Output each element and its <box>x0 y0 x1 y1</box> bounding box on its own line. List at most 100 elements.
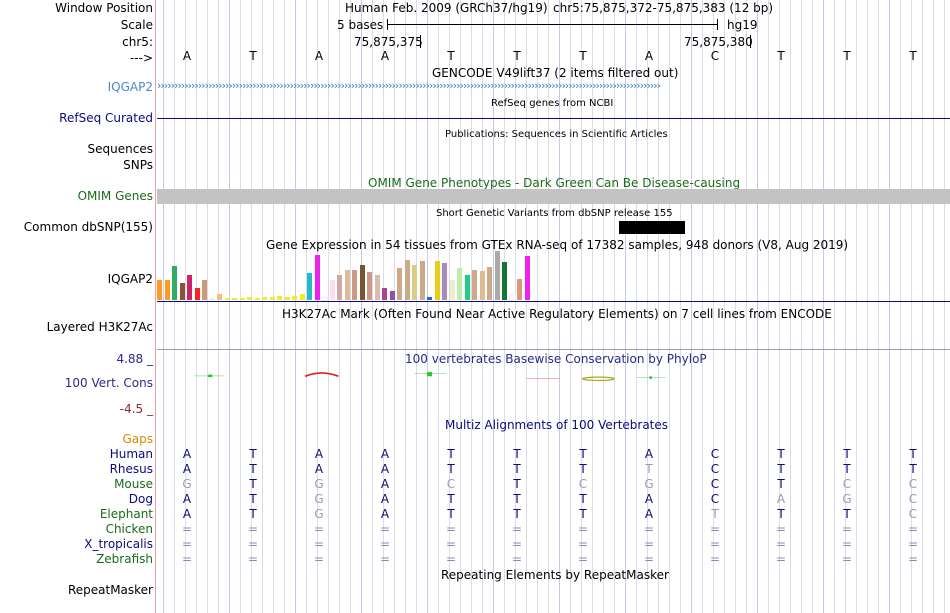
alignment-base: = <box>511 537 523 551</box>
publications-track-label-2[interactable]: SNPs <box>123 158 153 172</box>
gtex-tissue-bar[interactable] <box>412 265 418 300</box>
gtex-tissue-bar[interactable] <box>502 262 508 300</box>
omim-track-title[interactable]: OMIM Gene Phenotypes - Dark Green Can Be… <box>368 176 741 190</box>
gtex-tissue-bar[interactable] <box>405 260 411 300</box>
phylop-max-label: 4.88 _ <box>116 352 153 366</box>
species-label-chicken[interactable]: Chicken <box>105 522 153 536</box>
multiz-track-title[interactable]: Multiz Alignments of 100 Vertebrates <box>445 418 669 432</box>
species-label-dog[interactable]: Dog <box>128 492 153 506</box>
gtex-tissue-bar[interactable] <box>508 294 517 301</box>
arrow-label: ---> <box>129 51 153 65</box>
gtex-tissue-bar[interactable] <box>240 298 246 300</box>
gtex-tissue-bar[interactable] <box>435 261 441 300</box>
h3k27ac-track-title[interactable]: H3K27Ac Mark (Often Found Near Active Re… <box>282 307 832 321</box>
gtex-tissue-bar[interactable] <box>367 272 373 300</box>
gtex-tissue-bar[interactable] <box>450 280 456 300</box>
refseq-transcript-line[interactable] <box>157 118 950 119</box>
gtex-tissue-bar[interactable] <box>352 270 358 300</box>
grid-line <box>944 0 945 613</box>
gtex-tissue-bar[interactable] <box>480 271 486 300</box>
gencode-track-title[interactable]: GENCODE V49lift37 (2 items filtered out) <box>432 66 679 80</box>
dbsnp-track-title[interactable]: Short Genetic Variants from dbSNP releas… <box>436 208 673 219</box>
window-position-label: Window Position <box>55 1 153 15</box>
gtex-expression-bars[interactable] <box>0 0 794 613</box>
gtex-tissue-bar[interactable] <box>517 279 523 300</box>
gtex-tissue-bar[interactable] <box>472 270 478 300</box>
gtex-tissue-bar[interactable] <box>195 288 201 300</box>
grid-line <box>240 0 241 613</box>
species-label-rhesus[interactable]: Rhesus <box>109 462 153 476</box>
gtex-tissue-bar[interactable] <box>225 298 231 300</box>
grid-line <box>185 0 186 613</box>
gtex-tissue-bar[interactable] <box>210 298 216 300</box>
gtex-tissue-bar[interactable] <box>360 265 366 300</box>
gtex-tissue-bar[interactable] <box>390 291 396 300</box>
refseq-track-label[interactable]: RefSeq Curated <box>59 111 153 125</box>
gtex-tissue-bar[interactable] <box>165 280 171 300</box>
repeatmasker-track-title[interactable]: Repeating Elements by RepeatMasker <box>441 568 669 582</box>
gtex-tissue-bar[interactable] <box>247 297 253 300</box>
phylop-track-title[interactable]: 100 vertebrates Basewise Conservation by… <box>405 352 707 366</box>
grid-line <box>537 0 538 613</box>
gtex-tissue-bar[interactable] <box>345 270 351 300</box>
gtex-tissue-bar[interactable] <box>255 298 261 300</box>
repeatmasker-track-label[interactable]: RepeatMasker <box>67 583 153 597</box>
gaps-label[interactable]: Gaps <box>122 432 153 446</box>
gtex-tissue-bar[interactable] <box>202 280 208 300</box>
gtex-tissue-bar[interactable] <box>180 283 186 300</box>
gtex-tissue-bar[interactable] <box>172 266 178 300</box>
alignment-base: T <box>579 492 587 506</box>
gtex-tissue-bar[interactable] <box>262 297 268 300</box>
dbsnp-track-label[interactable]: Common dbSNP(155) <box>23 220 153 234</box>
gencode-transcript-feature[interactable]: ››››››››››››››››››››››››››››››››››››››››… <box>157 79 661 92</box>
publications-track-title[interactable]: Publications: Sequences in Scientific Ar… <box>445 129 668 140</box>
gtex-tissue-bar[interactable] <box>457 268 463 300</box>
grid-line <box>933 0 934 613</box>
gtex-tissue-bar[interactable] <box>375 275 381 300</box>
gtex-tissue-bar[interactable] <box>442 263 448 300</box>
species-label-human[interactable]: Human <box>109 447 153 461</box>
gtex-tissue-bar[interactable] <box>315 255 321 300</box>
gtex-tissue-bar[interactable] <box>157 280 163 300</box>
gtex-tissue-bar[interactable] <box>187 275 193 300</box>
scale-bar <box>387 24 718 25</box>
alignment-base: C <box>710 462 720 476</box>
species-label-mouse[interactable]: Mouse <box>114 477 153 491</box>
gtex-tissue-bar[interactable] <box>270 297 276 300</box>
gtex-tissue-bar[interactable] <box>337 275 343 300</box>
gtex-track-title[interactable]: Gene Expression in 54 tissues from GTEx … <box>266 238 849 252</box>
omim-phenotype-feature[interactable] <box>157 189 950 204</box>
alignment-base: T <box>777 462 785 476</box>
gtex-track-label[interactable]: IQGAP2 <box>107 272 153 286</box>
phylop-track-label[interactable]: 100 Vert. Cons <box>64 376 153 390</box>
grid-line <box>196 0 197 613</box>
gtex-tissue-bar[interactable] <box>495 251 501 300</box>
gtex-tissue-bar[interactable] <box>427 297 433 300</box>
gtex-tissue-bar[interactable] <box>330 280 336 300</box>
species-label-zebrafish[interactable]: Zebrafish <box>96 552 153 566</box>
h3k27ac-baseline <box>157 349 950 350</box>
dbsnp-variant-feature[interactable] <box>619 221 685 234</box>
gtex-tissue-bar[interactable] <box>397 268 403 300</box>
gtex-tissue-bar[interactable] <box>525 256 531 300</box>
gtex-tissue-bar[interactable] <box>285 297 291 300</box>
gtex-tissue-bar[interactable] <box>300 294 306 300</box>
gencode-track-label[interactable]: IQGAP2 <box>107 80 153 94</box>
gtex-tissue-bar[interactable] <box>465 275 471 300</box>
gtex-tissue-bar[interactable] <box>232 298 238 300</box>
publications-track-label-1[interactable]: Sequences <box>87 142 153 156</box>
gtex-tissue-bar[interactable] <box>382 288 388 300</box>
gtex-tissue-bar[interactable] <box>320 297 329 301</box>
species-label-x_tropicalis[interactable]: X_tropicalis <box>84 537 153 551</box>
refseq-track-title[interactable]: RefSeq genes from NCBI <box>491 98 614 109</box>
h3k27ac-track-label[interactable]: Layered H3K27Ac <box>46 320 153 334</box>
gtex-tissue-bar[interactable] <box>292 296 298 300</box>
gtex-tissue-bar[interactable] <box>277 296 283 300</box>
gtex-tissue-bar[interactable] <box>217 294 223 300</box>
grid-line <box>735 0 736 613</box>
omim-track-label[interactable]: OMIM Genes <box>77 189 153 203</box>
species-label-elephant[interactable]: Elephant <box>99 507 153 521</box>
gtex-tissue-bar[interactable] <box>307 273 313 300</box>
gtex-tissue-bar[interactable] <box>487 267 493 300</box>
gtex-tissue-bar[interactable] <box>420 261 426 300</box>
